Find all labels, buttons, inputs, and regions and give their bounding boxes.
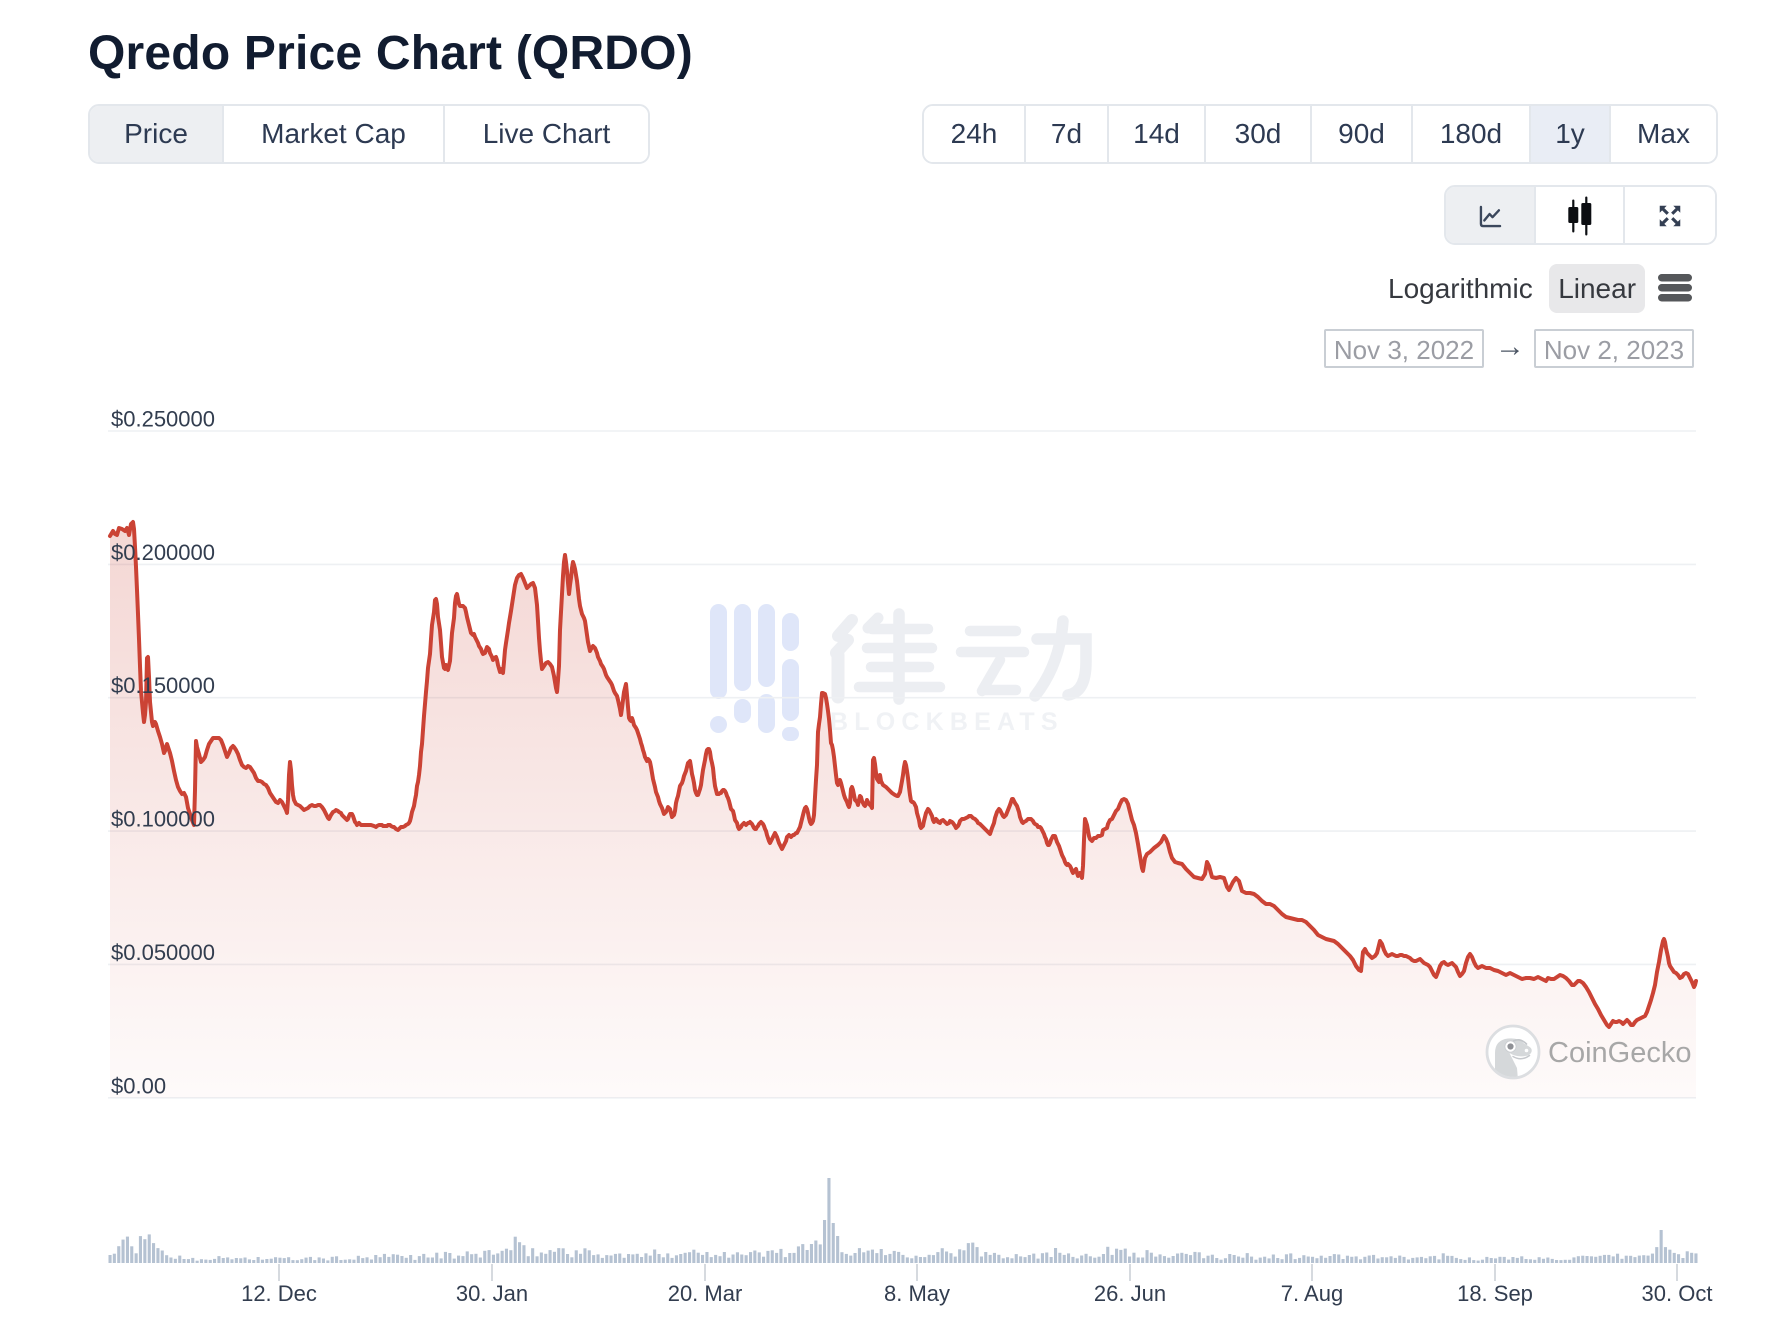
svg-text:7. Aug: 7. Aug [1281,1281,1343,1306]
svg-text:30. Oct: 30. Oct [1642,1281,1713,1306]
svg-text:30. Jan: 30. Jan [456,1281,528,1306]
svg-text:20. Mar: 20. Mar [668,1281,743,1306]
svg-text:BLOCKBEATS: BLOCKBEATS [830,708,1064,736]
svg-text:CoinGecko: CoinGecko [1548,1037,1691,1069]
svg-text:$0.250000: $0.250000 [111,407,215,432]
svg-text:8. May: 8. May [884,1281,950,1306]
svg-text:$0.100000: $0.100000 [111,807,215,832]
svg-text:$0.050000: $0.050000 [111,940,215,965]
svg-text:26. Jun: 26. Jun [1094,1281,1166,1306]
svg-text:$0.200000: $0.200000 [111,540,215,565]
svg-text:12. Dec: 12. Dec [241,1281,317,1306]
svg-text:$0.00: $0.00 [111,1073,166,1098]
svg-text:$0.150000: $0.150000 [111,673,215,698]
svg-text:18. Sep: 18. Sep [1457,1281,1533,1306]
